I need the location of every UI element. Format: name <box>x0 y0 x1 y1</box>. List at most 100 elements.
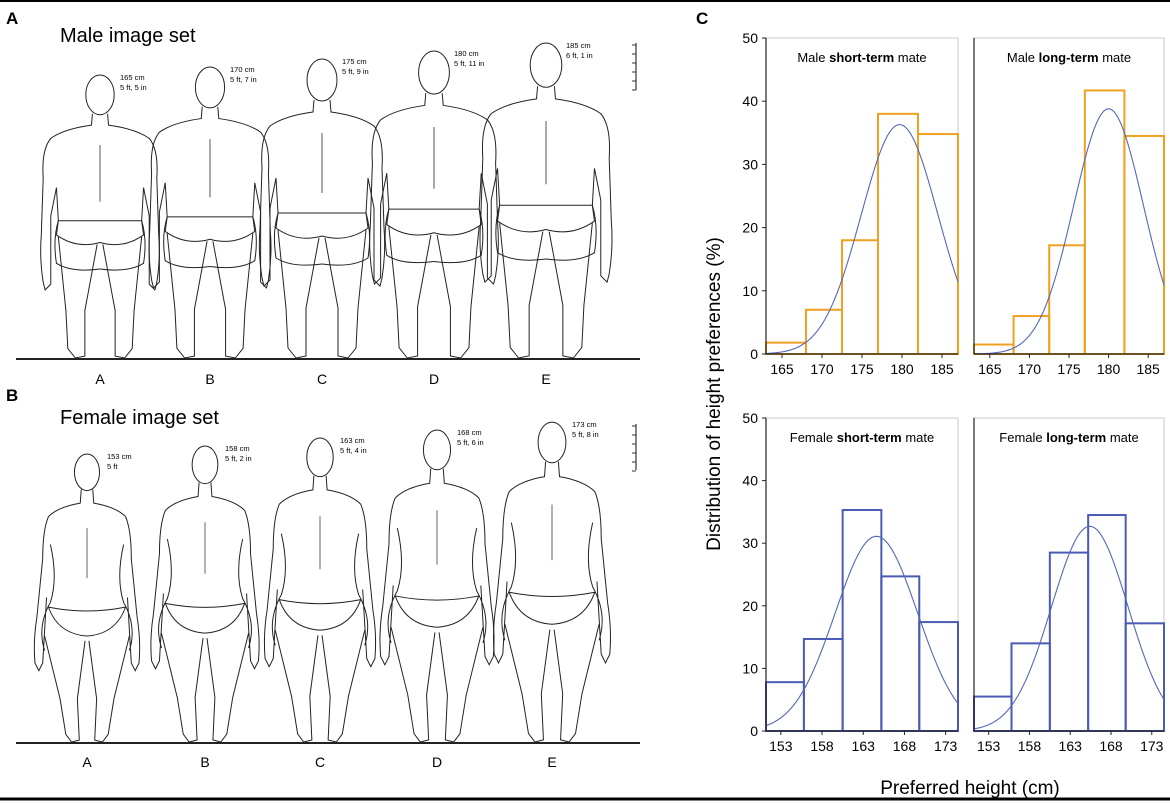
y-tick-label: 40 <box>742 473 758 489</box>
figure-height-ft: 5 ft <box>107 462 118 471</box>
x-tick-label: 173 <box>1140 738 1164 754</box>
x-tick-label: 170 <box>810 361 834 377</box>
chart-title-suffix: mate <box>902 430 935 445</box>
y-tick-label: 30 <box>742 535 758 551</box>
x-tick-label: 153 <box>977 738 1001 754</box>
figure-height-cm: 180 cm <box>454 49 479 58</box>
figure-letter: C <box>317 371 327 387</box>
figure-letter: E <box>541 371 550 387</box>
figure-height-ft: 5 ft, 5 in <box>120 83 147 92</box>
male-set-title: Male image set <box>60 25 196 47</box>
panel-letter-b: B <box>6 386 18 405</box>
male-figure-outline <box>148 66 272 359</box>
figure-height-cm: 170 cm <box>230 65 255 74</box>
figure-height-cm: 163 cm <box>340 436 365 445</box>
chart-female-long: 153 158 163 168 173 Female long-term mate <box>973 417 1166 754</box>
chart-title-prefix: Male <box>797 50 829 65</box>
figure-height-cm: 153 cm <box>107 452 132 461</box>
x-tick-label: 170 <box>1018 361 1042 377</box>
figure-letter: E <box>547 754 556 770</box>
chart-female-short: 0 10 20 30 40 50 153 158 163 168 173 Female short-t… <box>742 410 959 754</box>
chart-title-prefix: Female <box>999 430 1046 445</box>
male-ruler-ticks <box>632 44 636 91</box>
x-tick-label: 175 <box>850 361 874 377</box>
x-tick-label: 185 <box>930 361 954 377</box>
figure-height-ft: 5 ft, 11 in <box>454 59 484 68</box>
male-figure-outline <box>369 50 499 359</box>
figure-letter: C <box>315 754 325 770</box>
x-tick-label: 180 <box>890 361 914 377</box>
normal-fit-curve <box>973 525 1165 730</box>
figure-height-cm: 185 cm <box>566 41 591 50</box>
plot-frame <box>765 37 959 355</box>
figure-letter: D <box>429 371 439 387</box>
figure-height-ft: 5 ft, 4 in <box>340 446 367 455</box>
y-tick-label: 20 <box>742 220 758 236</box>
x-tick-label: 185 <box>1136 361 1160 377</box>
male-figure-outline <box>40 74 160 359</box>
y-tick-label: 50 <box>742 410 758 426</box>
chart-title: Male short-term mate <box>797 50 926 65</box>
y-tick-label: 10 <box>742 660 758 676</box>
figure-letter: A <box>82 754 92 770</box>
normal-fit-curve <box>973 108 1165 355</box>
x-tick-label: 165 <box>770 361 794 377</box>
x-tick-label: 173 <box>934 738 958 754</box>
chart-title: Female short-term mate <box>790 430 935 445</box>
figure-letter: D <box>432 754 442 770</box>
female-figure-outline <box>493 421 611 743</box>
y-tick-label: 0 <box>750 723 758 739</box>
x-tick-label: 163 <box>852 738 876 754</box>
female-figure-outline <box>33 453 141 743</box>
x-tick-label: 168 <box>893 738 917 754</box>
y-tick-label: 20 <box>742 598 758 614</box>
chart-title: Male long-term mate <box>1007 50 1131 65</box>
chart-title-bold: short-term <box>829 50 894 65</box>
y-tick-label: 50 <box>742 30 758 46</box>
figure-height-cm: 175 cm <box>342 57 367 66</box>
figure-height-ft: 5 ft, 8 in <box>572 430 599 439</box>
male-figure-outline <box>479 42 613 359</box>
figure-height-ft: 5 ft, 7 in <box>230 75 257 84</box>
normal-fit-curve <box>765 124 959 355</box>
chart-title-suffix: mate <box>1106 430 1139 445</box>
height-preference-charts: 0 10 20 30 40 50 165 170 175 180 185 Male short-ter… <box>742 30 1166 754</box>
x-tick-label: 165 <box>978 361 1002 377</box>
chart-title-bold: long-term <box>1046 430 1106 445</box>
x-tick-label: 163 <box>1059 738 1083 754</box>
x-axis-label: Preferred height (cm) <box>880 778 1060 799</box>
female-figure-outline <box>150 445 260 743</box>
x-tick-label: 180 <box>1097 361 1121 377</box>
y-tick-label: 30 <box>742 156 758 172</box>
male-figure-outline <box>258 58 386 359</box>
chart-male-long: 165 170 175 180 185 Male long-term mate <box>973 37 1165 377</box>
normal-fit-curve <box>765 535 959 727</box>
chart-title-prefix: Female <box>790 430 837 445</box>
figure-height-cm: 173 cm <box>572 420 597 429</box>
x-tick-label: 158 <box>810 738 834 754</box>
female-ruler-ticks <box>632 425 636 472</box>
chart-title-suffix: mate <box>894 50 927 65</box>
panel-letter-a: A <box>6 9 18 28</box>
female-figure-outline <box>379 429 495 743</box>
panel-letter-c: C <box>696 9 708 28</box>
figure-height-cm: 168 cm <box>457 428 482 437</box>
female-figure-outline <box>263 437 377 743</box>
male-figures-group: 165 cm5 ft, 5 in A 170 cm5 ft, 7 in B 175 cm… <box>40 41 613 387</box>
figure-height-ft: 5 ft, 2 in <box>225 454 252 463</box>
chart-male-short: 0 10 20 30 40 50 165 170 175 180 185 Male short-ter… <box>742 30 959 377</box>
plot-frame <box>765 417 959 732</box>
plot-frame <box>973 37 1165 355</box>
figure-letter: A <box>95 371 105 387</box>
y-axis-label: Distribution of height preferences (%) <box>704 237 725 551</box>
y-tick-label: 10 <box>742 283 758 299</box>
chart-title-suffix: mate <box>1099 50 1132 65</box>
x-tick-label: 168 <box>1099 738 1123 754</box>
chart-title: Female long-term mate <box>999 430 1138 445</box>
x-tick-label: 175 <box>1057 361 1081 377</box>
figure-height-ft: 5 ft, 6 in <box>457 438 484 447</box>
figure-height-ft: 5 ft, 9 in <box>342 67 369 76</box>
